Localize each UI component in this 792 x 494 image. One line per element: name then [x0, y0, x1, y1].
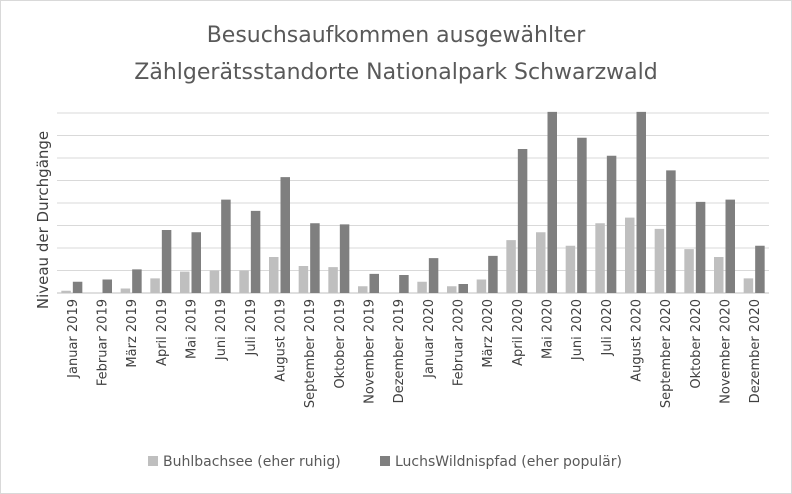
x-tick-label: Juli 2019	[244, 299, 259, 357]
legend-label: Buhlbachsee (eher ruhig)	[163, 454, 341, 470]
x-tick-label: März 2019	[125, 299, 140, 368]
x-tick-label: April 2020	[511, 299, 526, 366]
x-tick-label: Mai 2020	[541, 299, 556, 359]
bar-buhlbachsee	[150, 278, 160, 293]
legend: Buhlbachsee (eher ruhig) LuchsWildnispfad…	[148, 454, 622, 470]
x-tick-label: November 2019	[363, 299, 378, 404]
bar-buhlbachsee	[743, 278, 754, 293]
bar-luchswildnispfad	[132, 269, 142, 293]
bar-buhlbachsee	[654, 228, 665, 293]
bar-luchswildnispfad	[636, 111, 646, 293]
x-tick-label: Juli 2020	[600, 299, 615, 357]
bar-buhlbachsee	[417, 281, 427, 293]
x-tick-label: Dezember 2019	[392, 299, 407, 403]
bar-luchswildnispfad	[428, 258, 439, 293]
bars	[61, 111, 765, 293]
bar-luchswildnispfad	[577, 137, 587, 293]
x-tick-label: Juni 2019	[214, 299, 229, 361]
bar-buhlbachsee	[536, 232, 546, 293]
bar-luchswildnispfad	[725, 199, 735, 293]
bar-buhlbachsee	[180, 271, 190, 293]
bar-buhlbachsee	[209, 270, 220, 293]
bar-buhlbachsee	[328, 267, 338, 293]
x-tick-label: April 2019	[155, 299, 170, 366]
x-tick-label: August 2020	[630, 299, 645, 382]
x-tick-label: August 2019	[274, 299, 289, 382]
bar-buhlbachsee	[61, 290, 71, 293]
bar-buhlbachsee	[714, 257, 724, 293]
bar-luchswildnispfad	[369, 273, 379, 293]
x-tick-label: Januar 2019	[66, 299, 81, 379]
bar-luchswildnispfad	[250, 210, 261, 293]
bar-luchswildnispfad	[339, 224, 350, 293]
chart-title-line-2: Zählgerätsstandorte Nationalpark Schwarz…	[134, 60, 657, 85]
x-tick-label: Juni 2020	[570, 299, 585, 361]
bar-luchswildnispfad	[695, 201, 706, 293]
bar-luchswildnispfad	[458, 284, 468, 293]
bar-luchswildnispfad	[399, 275, 409, 293]
bar-buhlbachsee	[269, 257, 279, 293]
x-tick-label: Oktober 2020	[689, 299, 704, 389]
bar-luchswildnispfad	[755, 245, 765, 293]
bar-buhlbachsee	[447, 286, 457, 293]
x-tick-label: Februar 2019	[96, 299, 111, 386]
bar-luchswildnispfad	[161, 230, 172, 293]
bar-buhlbachsee	[625, 217, 635, 293]
x-tick-label: Januar 2020	[422, 299, 437, 379]
bar-luchswildnispfad	[191, 232, 201, 293]
x-tick-label: November 2020	[719, 299, 734, 404]
bar-luchswildnispfad	[517, 149, 528, 293]
legend-swatch	[380, 456, 390, 466]
bar-buhlbachsee	[120, 288, 131, 293]
bar-luchswildnispfad	[72, 281, 83, 293]
legend-swatch	[148, 456, 158, 466]
bar-luchswildnispfad	[606, 155, 617, 293]
legend-label: LuchsWildnispfad (eher populär)	[395, 454, 622, 470]
chart-title-line-1: Besuchsaufkommen ausgewählter	[207, 23, 587, 48]
x-tick-label: Februar 2020	[452, 299, 467, 386]
bar-luchswildnispfad	[310, 223, 320, 293]
x-tick-labels: Januar 2019 Februar 2019 März 2019 April 20…	[66, 299, 763, 408]
x-tick-label: September 2020	[659, 299, 674, 408]
bar-buhlbachsee	[595, 223, 605, 293]
bar-luchswildnispfad	[488, 255, 498, 293]
y-axis-label: Niveau der Durchgänge	[34, 131, 52, 309]
bar-buhlbachsee	[476, 279, 487, 293]
bar-buhlbachsee	[506, 240, 516, 293]
bar-buhlbachsee	[358, 286, 368, 293]
x-tick-label: September 2019	[303, 299, 318, 408]
bar-luchswildnispfad	[102, 279, 112, 293]
bar-buhlbachsee	[565, 245, 576, 293]
bar-luchswildnispfad	[221, 199, 231, 293]
bar-luchswildnispfad	[666, 170, 676, 293]
bar-buhlbachsee	[684, 249, 694, 293]
x-tick-label: Mai 2019	[185, 299, 200, 359]
bar-luchswildnispfad	[280, 177, 290, 293]
bar-buhlbachsee	[239, 270, 249, 293]
bar-buhlbachsee	[298, 266, 309, 293]
gridlines	[57, 112, 769, 294]
x-tick-label: Oktober 2019	[333, 299, 348, 389]
x-tick-label: Dezember 2020	[748, 299, 763, 403]
bar-luchswildnispfad	[547, 111, 557, 293]
x-tick-label: März 2020	[481, 299, 496, 368]
